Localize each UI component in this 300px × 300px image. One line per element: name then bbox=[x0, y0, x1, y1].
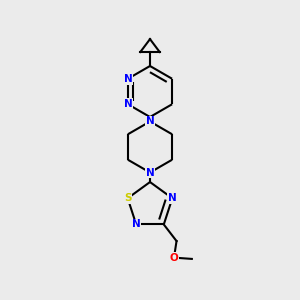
Text: N: N bbox=[146, 167, 154, 178]
Text: N: N bbox=[168, 193, 177, 203]
Text: N: N bbox=[124, 99, 132, 109]
Text: N: N bbox=[132, 220, 141, 230]
Text: O: O bbox=[169, 253, 178, 262]
Text: N: N bbox=[124, 74, 132, 84]
Text: S: S bbox=[124, 193, 131, 203]
Text: N: N bbox=[146, 116, 154, 127]
